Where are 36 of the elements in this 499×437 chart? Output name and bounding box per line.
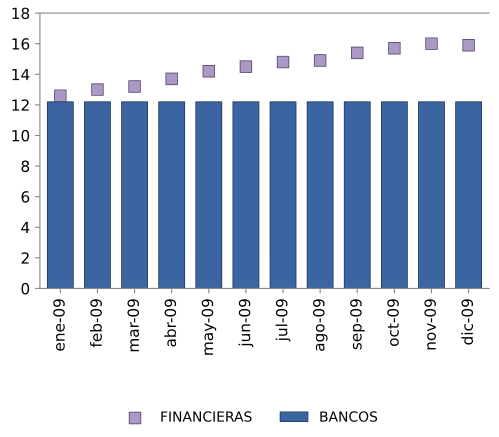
point — [202, 65, 216, 78]
x-tick-label: jun-09 — [238, 299, 254, 347]
y-tick-label: 0 — [21, 282, 30, 294]
legend-label: FINANCIERAS — [161, 411, 252, 422]
legend-label: BANCOS — [320, 411, 378, 422]
y-tick-label: 12 — [12, 99, 29, 111]
point — [351, 46, 364, 60]
y-tick-label: 4 — [21, 222, 30, 234]
x-tick-label: mar-09 — [127, 299, 139, 352]
x-tick-label: sep-09 — [350, 299, 365, 350]
y-tick-label: 10 — [12, 130, 30, 142]
x-tick-label: jul-09 — [276, 299, 290, 342]
point — [165, 72, 178, 86]
point — [462, 39, 475, 52]
y-tick-label: 6 — [22, 191, 30, 203]
x-tick-label: ago-09 — [313, 299, 328, 351]
y-tick-label: 18 — [12, 8, 30, 20]
y-tick-label: 2 — [22, 252, 29, 264]
x-tick-label: dic-09 — [461, 299, 474, 345]
point — [276, 56, 290, 68]
x-tick-label: feb-09 — [90, 299, 102, 348]
point — [54, 89, 67, 102]
x-tick-label: nov-09 — [424, 299, 436, 350]
y-tick-label: 8 — [22, 160, 30, 172]
x-tick-label: ene-09 — [53, 299, 65, 351]
point — [128, 80, 141, 93]
y-tick-label: 14 — [12, 68, 30, 80]
point — [314, 54, 326, 67]
point — [91, 83, 104, 96]
y-tick-label: 16 — [12, 38, 30, 50]
point — [240, 60, 252, 73]
point — [425, 37, 438, 50]
point — [388, 42, 401, 55]
x-tick-label: may-09 — [202, 299, 216, 355]
x-tick-label: oct-09 — [387, 299, 399, 346]
x-tick-label: abr-09 — [164, 299, 176, 347]
